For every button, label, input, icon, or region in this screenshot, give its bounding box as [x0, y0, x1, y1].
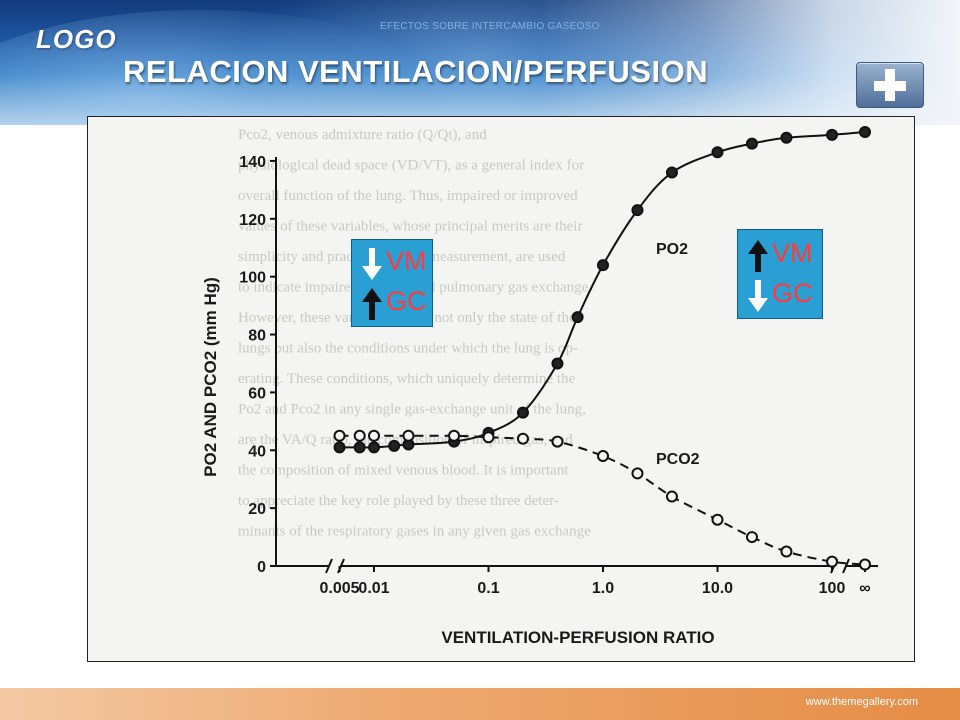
gc-label: GC — [386, 286, 427, 316]
data-point-pco2 — [711, 513, 724, 526]
data-point-po2 — [551, 357, 564, 370]
series-line-pco2 — [339, 434, 866, 566]
plus-icon[interactable] — [856, 62, 924, 108]
series-label-pco2: PCO2 — [656, 451, 700, 468]
series-label-po2: PO2 — [656, 241, 688, 258]
x-tick-label: 1.0 — [592, 580, 614, 597]
slide-title: RELACION VENTILACION/PERFUSION — [123, 54, 709, 89]
data-point-po2 — [597, 259, 609, 272]
x-tick-label: 10.0 — [702, 580, 733, 597]
data-point-po2 — [333, 441, 346, 454]
data-point-po2 — [745, 137, 758, 150]
footer-url[interactable]: www.themegallery.com — [805, 696, 918, 708]
background-text: Pco2, venous admixture ratio (Q/Qt), and… — [238, 127, 592, 540]
data-point-po2 — [631, 204, 644, 217]
arrow-down-icon — [748, 280, 768, 312]
plus-icon-bar — [885, 69, 895, 101]
background-text-line: minants of the respiratory gases in any … — [238, 524, 591, 540]
vm-label: VM — [386, 246, 427, 276]
data-point-pco2 — [631, 467, 644, 480]
gc-row: GC — [352, 284, 432, 320]
arrow-up-icon — [748, 240, 768, 272]
data-point-pco2 — [826, 555, 838, 568]
background-text-line: values of these variables, whose princip… — [238, 219, 582, 235]
data-point-po2 — [859, 126, 871, 138]
chart-frame: Pco2, venous admixture ratio (Q/Qt), and… — [87, 116, 915, 662]
vm-gc-box-right: VM GC — [737, 229, 823, 319]
data-point-pco2 — [859, 558, 871, 571]
data-point-pco2 — [516, 432, 529, 445]
vm-row: VM — [738, 236, 822, 272]
background-text-line: physiological dead space (VD/VT), as a g… — [238, 158, 584, 174]
data-point-po2 — [780, 131, 793, 144]
gc-label: GC — [772, 278, 813, 308]
data-point-pco2 — [333, 429, 346, 442]
vq-chart: Pco2, venous admixture ratio (Q/Qt), and… — [201, 126, 878, 647]
background-text-line: the composition of mixed venous blood. I… — [238, 463, 569, 479]
data-point-pco2 — [353, 429, 366, 442]
x-tick-label: 0.1 — [477, 580, 499, 597]
x-tick-label: 0.005 — [320, 580, 360, 597]
x-tick-label: ∞ — [859, 580, 870, 597]
data-point-pco2 — [402, 429, 415, 442]
background-text-line: lungs but also the conditions under whic… — [238, 341, 578, 357]
data-point-po2 — [353, 441, 366, 454]
slide-subtitle: EFECTOS SOBRE INTERCAMBIO GASEOSO — [380, 21, 600, 32]
data-point-pco2 — [745, 531, 758, 544]
y-axis-label: PO2 AND PCO2 (mm Hg) — [201, 277, 220, 477]
background-text-line: Pco2, venous admixture ratio (Q/Qt), and — [238, 127, 487, 143]
y-tick-label: 120 — [239, 212, 266, 229]
data-point-po2 — [826, 128, 838, 141]
axis-break-mark — [325, 558, 333, 574]
x-tick-label: 100 — [819, 580, 846, 597]
chart-series — [333, 126, 871, 571]
vm-label: VM — [772, 238, 813, 268]
x-tick-label: 0.01 — [358, 580, 389, 597]
data-point-pco2 — [780, 545, 793, 558]
background-text-line: overall function of the lung. Thus, impa… — [238, 188, 578, 204]
logo: LOGO — [36, 24, 117, 54]
data-point-po2 — [516, 406, 529, 419]
data-point-po2 — [388, 439, 401, 452]
data-point-po2 — [571, 311, 584, 324]
data-point-pco2 — [368, 429, 380, 442]
data-point-pco2 — [597, 450, 609, 463]
data-point-pco2 — [448, 429, 461, 442]
data-point-pco2 — [665, 490, 678, 503]
y-tick-label: 20 — [248, 501, 266, 518]
data-point-pco2 — [551, 435, 564, 448]
axis-break-mark — [842, 558, 850, 574]
arrow-up-icon — [362, 288, 382, 320]
data-point-po2 — [711, 146, 724, 159]
y-tick-label: 0 — [257, 559, 266, 576]
data-point-pco2 — [482, 431, 495, 444]
y-tick-label: 60 — [248, 385, 266, 402]
header-band — [0, 0, 960, 125]
arrow-down-icon — [362, 248, 382, 280]
data-point-po2 — [368, 441, 380, 454]
footer-band: www.themegallery.com — [0, 688, 960, 720]
vm-row: VM — [352, 244, 432, 280]
vm-gc-box-left: VM GC — [351, 239, 433, 327]
background-text-line: erating. These conditions, which uniquel… — [238, 371, 575, 387]
background-text-line: to appreciate the key role played by the… — [238, 493, 559, 509]
x-axis-label: VENTILATION-PERFUSION RATIO — [441, 628, 714, 647]
background-text-line: Po2 and Pco2 in any single gas-exchange … — [238, 402, 586, 418]
y-tick-label: 100 — [239, 270, 266, 287]
gc-row: GC — [738, 276, 822, 312]
y-tick-label: 40 — [248, 443, 266, 460]
y-tick-label: 140 — [239, 154, 266, 171]
data-point-po2 — [665, 166, 678, 179]
y-tick-label: 80 — [248, 328, 266, 345]
